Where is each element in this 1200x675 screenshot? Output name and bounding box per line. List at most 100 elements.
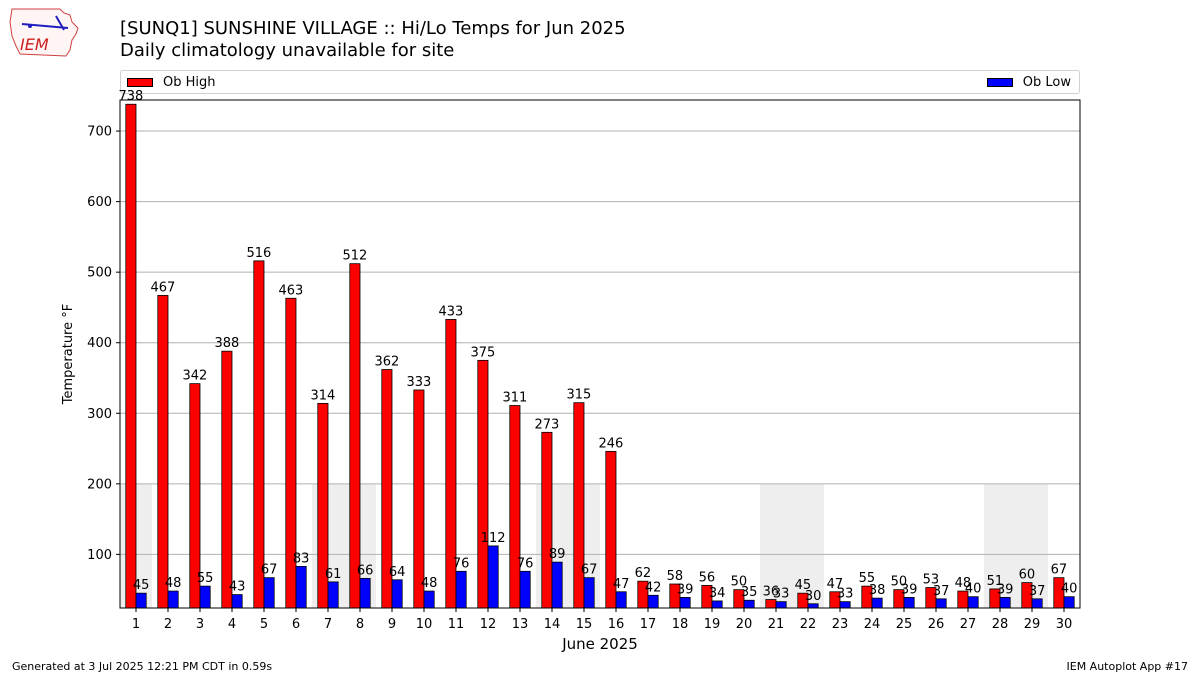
label-low-day-22: 30	[805, 589, 822, 604]
label-high-day-20: 50	[731, 575, 748, 590]
label-low-day-14: 89	[549, 547, 566, 562]
legend-label-high: Ob High	[163, 75, 216, 90]
label-low-day-4: 43	[229, 580, 246, 595]
label-high-day-7: 314	[310, 388, 335, 403]
x-tick-label-10: 10	[416, 617, 433, 632]
x-tick-label-6: 6	[292, 617, 300, 632]
bar-low-day-29	[1031, 598, 1043, 609]
x-tick-label-24: 24	[864, 617, 881, 632]
bar-high-day-4	[221, 350, 233, 609]
bar-low-day-17	[647, 594, 659, 609]
x-tick-label-19: 19	[704, 617, 721, 632]
label-high-day-21: 36	[763, 585, 780, 600]
x-tick-label-17: 17	[640, 617, 657, 632]
x-tick-label-13: 13	[512, 617, 529, 632]
legend: Ob High Ob Low	[120, 70, 1080, 94]
y-tick-label-400: 400	[87, 336, 112, 351]
label-low-day-13: 76	[517, 556, 534, 571]
label-low-day-26: 37	[933, 584, 950, 599]
label-high-day-2: 467	[150, 280, 175, 295]
bar-low-day-26	[935, 598, 947, 609]
label-high-day-26: 53	[923, 573, 940, 588]
label-low-day-17: 42	[645, 580, 662, 595]
legend-item-high: Ob High	[127, 75, 216, 91]
x-tick-label-27: 27	[960, 617, 977, 632]
x-tick-label-7: 7	[324, 617, 332, 632]
x-tick-label-18: 18	[672, 617, 689, 632]
label-high-day-27: 48	[955, 576, 972, 591]
shaded-range-5	[984, 483, 1048, 608]
bar-high-day-8	[349, 263, 361, 609]
x-tick-label-4: 4	[228, 617, 236, 632]
x-tick-label-2: 2	[164, 617, 172, 632]
label-high-day-6: 463	[278, 283, 303, 298]
legend-label-low: Ob Low	[1022, 75, 1071, 90]
bar-low-day-27	[967, 596, 979, 609]
label-low-day-21: 33	[773, 587, 790, 602]
label-low-day-15: 67	[581, 563, 598, 578]
x-tick-label-5: 5	[260, 617, 268, 632]
x-tick-label-14: 14	[544, 617, 561, 632]
y-tick-label-700: 700	[87, 125, 112, 140]
x-tick-label-28: 28	[992, 617, 1009, 632]
label-high-day-13: 311	[502, 391, 527, 406]
bar-low-day-28	[999, 597, 1011, 609]
label-high-day-9: 362	[374, 355, 399, 370]
bar-high-day-5	[253, 260, 265, 609]
label-high-day-15: 315	[566, 388, 591, 403]
x-tick-label-1: 1	[132, 617, 140, 632]
label-low-day-29: 37	[1029, 584, 1046, 599]
y-tick-label-500: 500	[87, 266, 112, 281]
bar-low-day-3	[199, 585, 211, 609]
y-tick-label-600: 600	[87, 195, 112, 210]
x-tick-label-8: 8	[356, 617, 364, 632]
label-high-day-12: 375	[470, 345, 495, 360]
bar-low-day-30	[1063, 596, 1075, 609]
label-high-day-18: 58	[667, 569, 684, 584]
label-low-day-7: 61	[325, 567, 342, 582]
bar-low-day-19	[711, 600, 723, 609]
label-low-day-10: 48	[421, 576, 438, 591]
bar-low-day-2	[167, 590, 179, 609]
bar-low-day-21	[775, 601, 787, 609]
bar-high-day-12	[477, 359, 489, 609]
label-high-day-1: 738	[118, 89, 143, 104]
label-low-day-8: 66	[357, 563, 374, 578]
label-high-day-24: 55	[859, 571, 876, 586]
bar-low-day-4	[231, 594, 243, 609]
label-high-day-11: 433	[438, 304, 463, 319]
label-high-day-23: 47	[827, 577, 844, 592]
bar-low-day-10	[423, 590, 435, 609]
bar-low-day-5	[263, 577, 275, 609]
x-axis-label: June 2025	[561, 635, 638, 653]
label-low-day-27: 40	[965, 582, 982, 597]
label-low-day-25: 39	[901, 582, 918, 597]
bar-low-day-13	[519, 570, 531, 609]
bar-low-day-24	[871, 597, 883, 609]
bar-low-day-14	[551, 561, 563, 609]
bar-high-day-14	[541, 431, 553, 609]
label-low-day-6: 83	[293, 551, 310, 566]
label-low-day-23: 33	[837, 587, 854, 602]
label-low-day-20: 35	[741, 585, 758, 600]
chart-title: [SUNQ1] SUNSHINE VILLAGE :: Hi/Lo Temps …	[120, 18, 626, 39]
y-tick-label-200: 200	[87, 477, 112, 492]
x-tick-label-30: 30	[1056, 617, 1073, 632]
label-low-day-18: 39	[677, 582, 694, 597]
bar-low-day-6	[295, 565, 307, 609]
legend-swatch-high	[127, 78, 153, 87]
label-low-day-16: 47	[613, 577, 630, 592]
bar-high-day-2	[157, 295, 169, 609]
label-low-day-3: 55	[197, 571, 214, 586]
label-low-day-1: 45	[133, 578, 150, 593]
y-axis-label: Temperature °F	[61, 304, 76, 405]
y-tick-label-100: 100	[87, 548, 112, 563]
x-tick-label-11: 11	[448, 617, 465, 632]
bar-low-day-20	[743, 599, 755, 609]
label-high-day-25: 50	[891, 575, 908, 590]
x-tick-label-3: 3	[196, 617, 204, 632]
label-low-day-5: 67	[261, 563, 278, 578]
label-high-day-19: 56	[699, 570, 716, 585]
label-low-day-12: 112	[481, 531, 506, 546]
plot-frame	[119, 99, 1081, 609]
